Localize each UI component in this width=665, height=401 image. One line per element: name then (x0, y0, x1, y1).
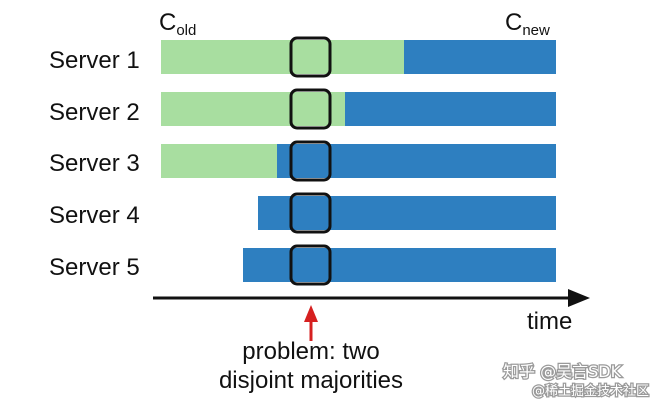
server-4-highlight-box (289, 192, 332, 234)
server-2-highlight-box (289, 88, 332, 130)
server-3-highlight-box (289, 140, 332, 182)
server-2-old-config-segment (161, 92, 345, 126)
server-1-old-config-segment (161, 40, 404, 74)
time-axis-arrowhead (568, 289, 590, 307)
problem-annotation-line1: problem: two (242, 338, 379, 365)
server-1-new-config-segment (404, 40, 556, 74)
problem-annotation-line2: disjoint majorities (219, 367, 403, 394)
watermark-juejin: @稀土掘金技术社区 (532, 383, 649, 399)
problem-arrow-head (304, 305, 318, 322)
server-3-label: Server 3 (49, 150, 140, 177)
time-axis-label: time (527, 308, 572, 335)
server-1-label: Server 1 (49, 47, 140, 74)
server-2-new-config-segment (345, 92, 556, 126)
c-old-label: Cold (159, 9, 196, 39)
server-2-label: Server 2 (49, 99, 140, 126)
server-5-new-config-segment (243, 248, 556, 282)
server-5-label: Server 5 (49, 254, 140, 281)
server-5-highlight-box (289, 244, 332, 286)
watermark-zhihu: 知乎 @吴言SDK (503, 362, 622, 381)
server-1-highlight-box (289, 36, 332, 78)
server-3-old-config-segment (161, 144, 277, 178)
server-4-new-config-segment (258, 196, 556, 230)
c-new-label: Cnew (505, 9, 550, 39)
server-4-label: Server 4 (49, 202, 140, 229)
server-3-new-config-segment (277, 144, 556, 178)
